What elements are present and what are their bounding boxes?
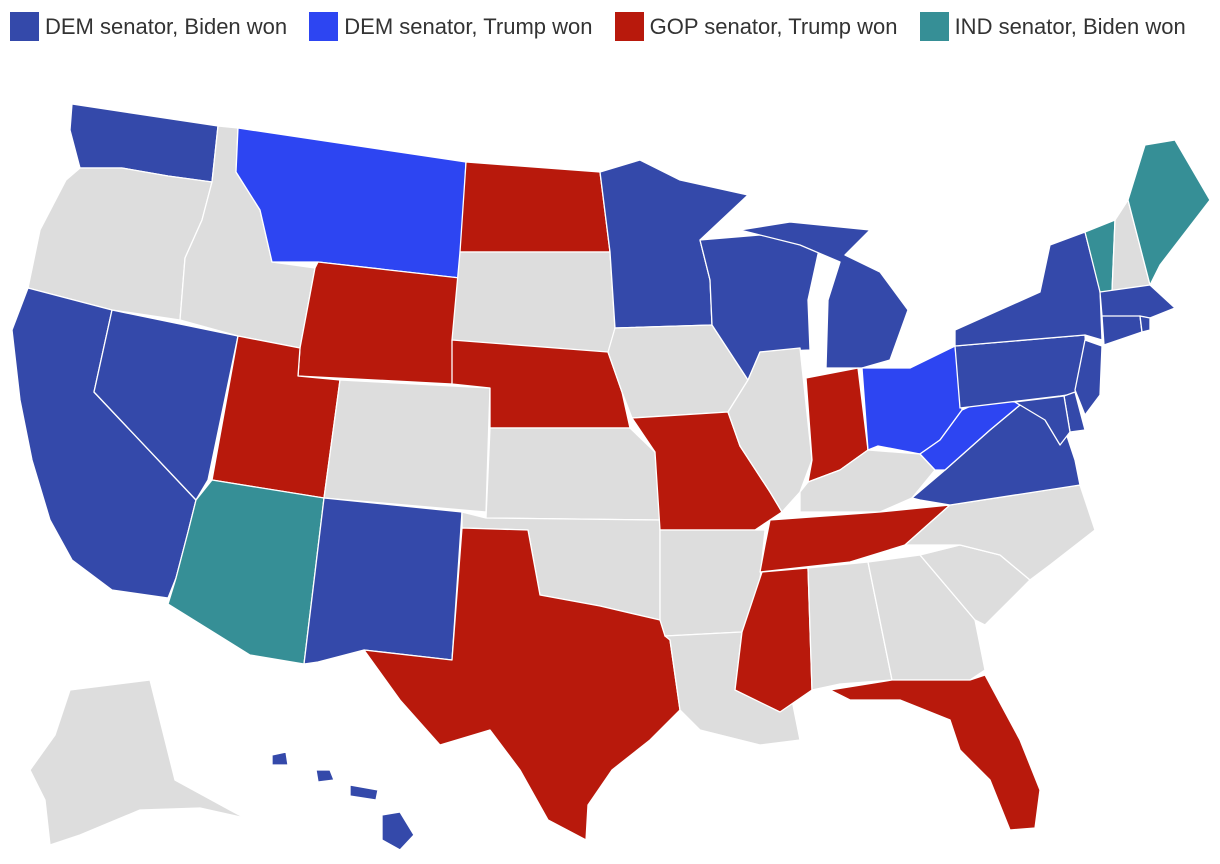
legend-item-dem-trump[interactable]: DEM senator, Trump won xyxy=(309,9,592,45)
state-alaska[interactable] xyxy=(29,679,246,846)
legend-label: DEM senator, Trump won xyxy=(344,14,593,39)
legend-item-ind-biden[interactable]: IND senator, Biden won xyxy=(919,9,1186,45)
legend-swatch xyxy=(614,12,644,41)
legend-label: DEM senator, Biden won xyxy=(45,14,288,39)
state-michigan[interactable] xyxy=(739,221,909,369)
legend-label: IND senator, Biden won xyxy=(954,14,1186,39)
state-wyoming[interactable] xyxy=(297,261,461,385)
state-texas[interactable] xyxy=(363,527,681,841)
state-colorado[interactable] xyxy=(323,379,491,513)
state-tennessee[interactable] xyxy=(759,504,951,573)
state-montana[interactable] xyxy=(235,127,467,279)
state-new-york[interactable] xyxy=(954,231,1103,347)
state-maryland[interactable] xyxy=(1014,395,1071,446)
state-massachusetts[interactable] xyxy=(1099,284,1176,319)
state-illinois[interactable] xyxy=(727,347,813,513)
state-hawaii[interactable] xyxy=(271,751,415,851)
legend-swatch xyxy=(10,12,39,41)
state-north-dakota[interactable] xyxy=(459,161,611,253)
legend-swatch xyxy=(309,12,339,41)
state-new-jersey[interactable] xyxy=(1074,339,1103,416)
state-rhode-island[interactable] xyxy=(1139,315,1151,333)
state-nevada[interactable] xyxy=(93,309,239,501)
state-connecticut[interactable] xyxy=(1101,315,1143,346)
legend-swatch xyxy=(919,12,949,41)
state-florida[interactable] xyxy=(829,674,1041,831)
legend-item-gop-trump[interactable]: GOP senator, Trump won xyxy=(614,9,898,45)
state-new-mexico[interactable] xyxy=(303,497,463,665)
legend: DEM senator, Biden won DEM senator, Trum… xyxy=(10,9,1210,45)
state-kansas[interactable] xyxy=(485,427,661,521)
state-alabama[interactable] xyxy=(807,561,893,691)
legend-label: GOP senator, Trump won xyxy=(649,14,898,39)
legend-item-dem-biden[interactable]: DEM senator, Biden won xyxy=(10,9,287,45)
